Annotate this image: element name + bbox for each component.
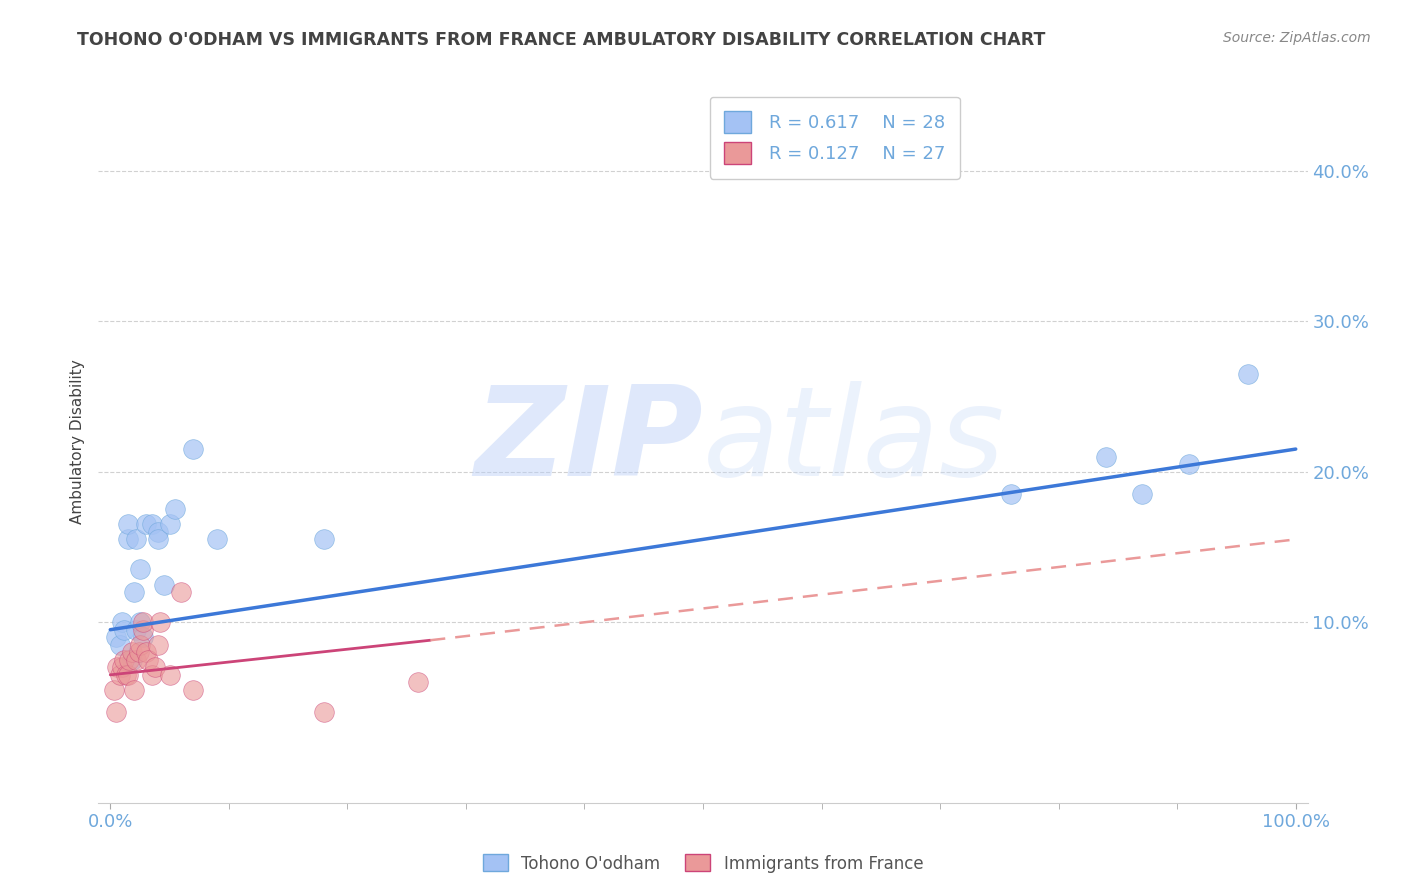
Point <box>146 638 169 652</box>
Point <box>132 630 155 644</box>
Point <box>132 623 155 637</box>
Text: atlas: atlas <box>703 381 1005 502</box>
Point <box>117 668 139 682</box>
Point <box>143 660 166 674</box>
Point <box>125 533 148 547</box>
Point <box>108 668 131 682</box>
Point <box>122 585 145 599</box>
Point <box>111 660 134 674</box>
Legend: Tohono O'odham, Immigrants from France: Tohono O'odham, Immigrants from France <box>477 847 929 880</box>
Point <box>159 517 181 532</box>
Point <box>117 533 139 547</box>
Point <box>118 653 141 667</box>
Point <box>117 517 139 532</box>
Y-axis label: Ambulatory Disability: Ambulatory Disability <box>69 359 84 524</box>
Point <box>312 533 335 547</box>
Point <box>125 623 148 637</box>
Point <box>121 645 143 659</box>
Point <box>111 615 134 630</box>
Point <box>135 517 157 532</box>
Point <box>114 623 136 637</box>
Point <box>149 615 172 630</box>
Legend: R = 0.617    N = 28, R = 0.127    N = 27: R = 0.617 N = 28, R = 0.127 N = 27 <box>710 96 960 178</box>
Point <box>181 682 204 697</box>
Point <box>141 668 163 682</box>
Point <box>136 653 159 667</box>
Point <box>205 533 228 547</box>
Point <box>105 660 128 674</box>
Point <box>141 517 163 532</box>
Point <box>181 442 204 456</box>
Point <box>146 524 169 539</box>
Point <box>159 668 181 682</box>
Point <box>114 668 136 682</box>
Point <box>125 653 148 667</box>
Point <box>105 630 128 644</box>
Point <box>165 502 187 516</box>
Point <box>129 562 152 576</box>
Text: Source: ZipAtlas.com: Source: ZipAtlas.com <box>1223 31 1371 45</box>
Point <box>103 682 125 697</box>
Point <box>1237 367 1260 381</box>
Point <box>170 585 193 599</box>
Point <box>146 533 169 547</box>
Point <box>129 615 152 630</box>
Point <box>312 706 335 720</box>
Point <box>152 577 174 591</box>
Point <box>128 645 150 659</box>
Point <box>132 615 155 630</box>
Point <box>135 645 157 659</box>
Point <box>114 653 136 667</box>
Point <box>1095 450 1118 464</box>
Point <box>1130 487 1153 501</box>
Point <box>408 675 430 690</box>
Point <box>1000 487 1022 501</box>
Point <box>108 638 131 652</box>
Point <box>121 653 143 667</box>
Text: TOHONO O'ODHAM VS IMMIGRANTS FROM FRANCE AMBULATORY DISABILITY CORRELATION CHART: TOHONO O'ODHAM VS IMMIGRANTS FROM FRANCE… <box>77 31 1046 49</box>
Point <box>122 682 145 697</box>
Point <box>129 638 152 652</box>
Point <box>1178 457 1201 471</box>
Point <box>105 706 128 720</box>
Text: ZIP: ZIP <box>474 381 703 502</box>
